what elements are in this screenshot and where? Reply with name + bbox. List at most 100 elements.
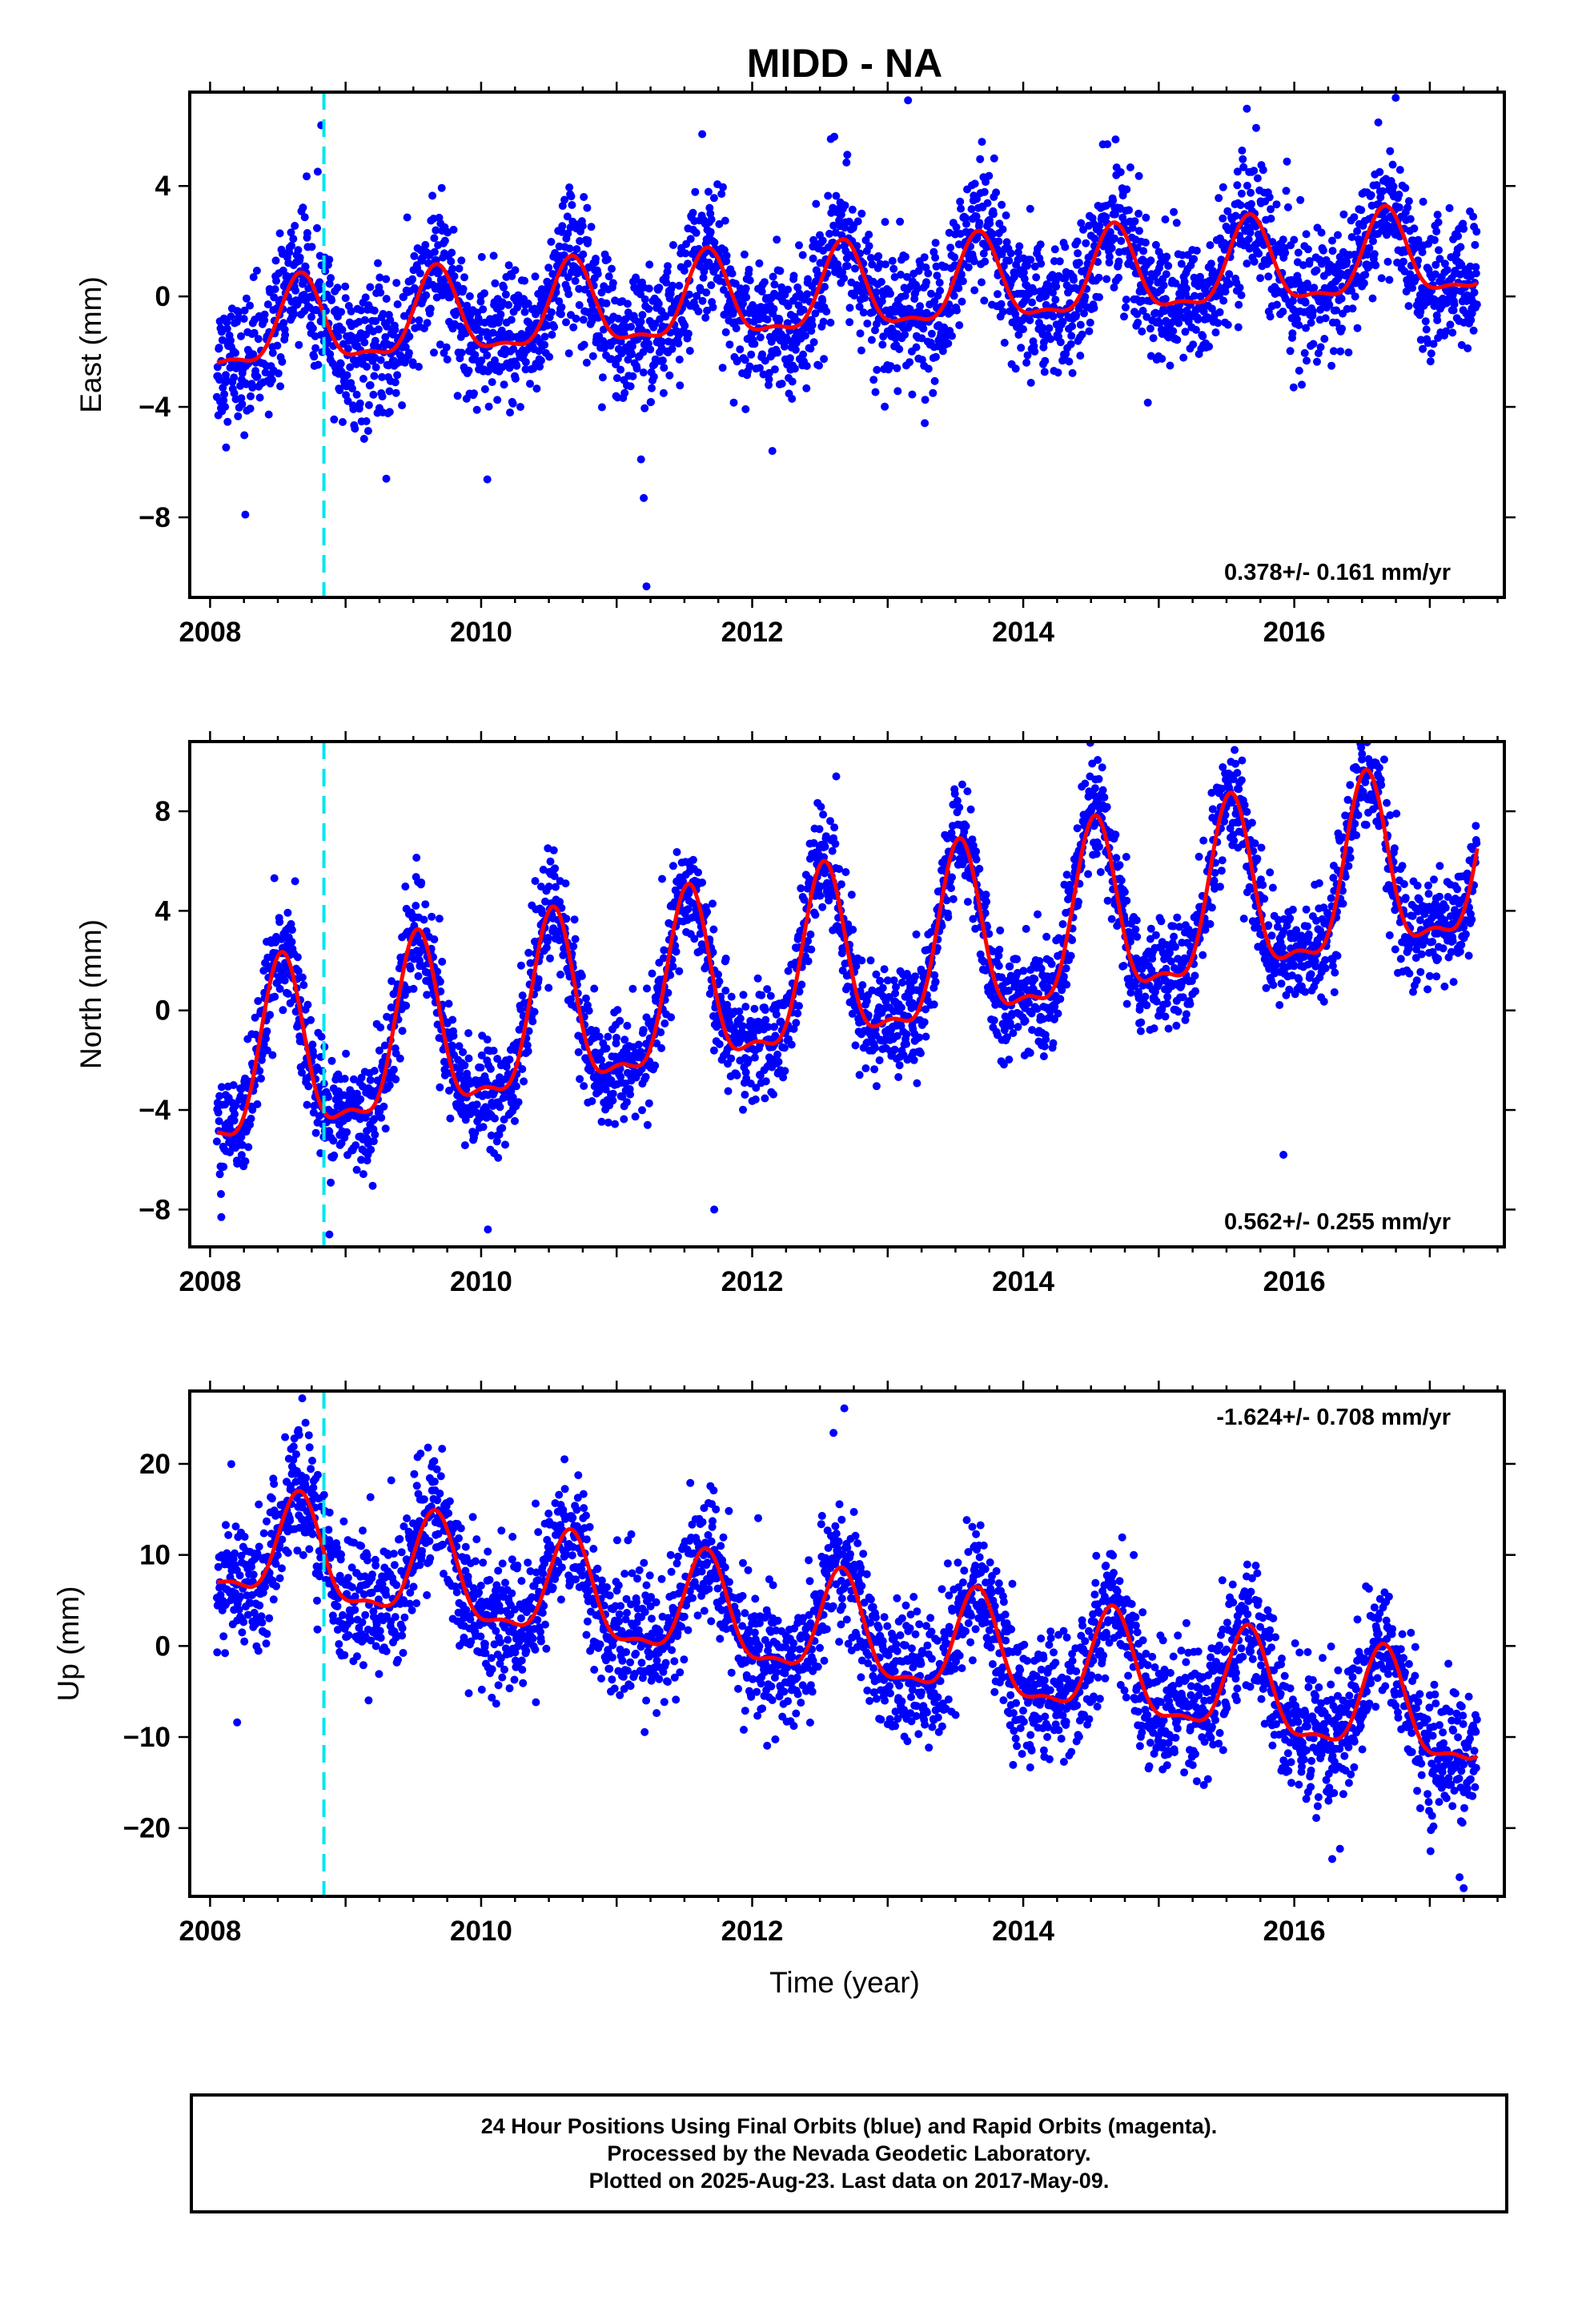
data-point [1102,275,1111,283]
data-point [1133,310,1142,319]
data-point [403,213,412,222]
data-point [415,316,424,324]
data-point [317,1032,326,1041]
data-point [480,289,488,298]
data-point [450,271,459,280]
data-point [582,358,591,367]
data-point [897,1003,905,1012]
data-point [489,1047,498,1055]
data-point [1457,340,1466,349]
data-point [351,1141,360,1150]
data-point [1073,237,1082,246]
data-point [690,935,699,943]
data-point [816,891,825,900]
data-point [459,1047,468,1056]
data-point [620,1035,629,1044]
data-point [307,1015,315,1024]
data-point [477,1051,486,1059]
data-point [455,1042,464,1051]
data-point [676,381,685,390]
data-point [985,171,994,180]
data-point [1434,218,1443,227]
data-point [580,340,588,349]
data-point [640,404,649,412]
data-point [1149,334,1158,343]
data-point [508,1093,517,1102]
data-point [270,293,279,302]
data-point [460,273,468,282]
data-point [757,287,766,296]
data-point [448,264,457,273]
data-point [538,909,547,918]
data-point [893,1031,901,1040]
data-point [932,352,940,361]
data-point [891,989,900,998]
data-point [1049,288,1057,297]
data-point [1433,316,1442,324]
data-point [804,937,813,945]
data-point [1134,318,1142,327]
data-point [504,300,513,309]
data-point [571,935,580,943]
data-point [901,252,909,261]
data-point [709,925,718,934]
data-point [363,1156,371,1165]
data-point [1190,255,1199,263]
data-point [848,205,857,214]
data-point [719,183,727,191]
data-point [1402,287,1411,296]
data-point [750,340,759,348]
data-point [471,351,480,360]
data-point [675,356,684,364]
data-point [215,1170,224,1179]
data-point [706,227,715,236]
data-point [1103,140,1112,149]
data-point [252,267,261,275]
data-point [597,288,606,297]
data-point [681,249,690,258]
data-point [227,312,235,321]
data-point [217,1212,226,1221]
data-point [787,1040,796,1049]
data-point [642,582,651,591]
data-point [592,255,600,263]
data-point [584,1007,593,1015]
data-point [931,253,940,262]
data-point [304,1082,313,1091]
data-point [266,1011,275,1019]
data-point [1316,305,1325,314]
data-point [601,1085,610,1094]
data-point [1054,368,1062,377]
data-point [639,1026,648,1035]
data-point [379,310,387,318]
data-point [444,999,453,1008]
data-point [562,915,571,923]
data-point [1189,340,1198,349]
data-point [1196,292,1205,301]
data-point [1006,249,1015,258]
data-point [371,1130,379,1139]
data-point [494,1153,503,1162]
data-point [383,322,391,331]
data-point [1146,324,1154,333]
data-point [849,925,857,934]
data-point [333,283,342,292]
data-point [889,264,898,273]
data-point [692,228,701,237]
data-point [524,300,532,308]
data-point [521,365,530,374]
data-point [901,330,909,339]
data-point [998,200,1006,209]
data-point [640,493,648,502]
data-point [806,930,815,939]
data-point [1307,319,1315,327]
data-point [404,348,413,357]
data-point [366,283,375,292]
data-point [1067,332,1076,340]
data-point [611,1120,620,1128]
data-point [382,474,391,483]
data-point [1078,330,1086,339]
data-point [299,981,308,989]
data-point [1239,163,1248,171]
